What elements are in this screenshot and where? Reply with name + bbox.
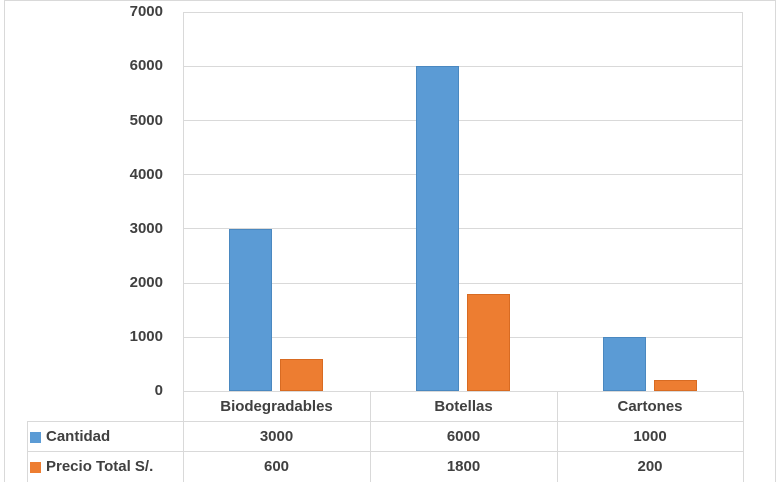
legend-cantidad: Cantidad [30, 428, 110, 446]
legend-swatch-orange [30, 461, 41, 473]
legend-label: Cantidad [46, 428, 111, 445]
table-cell: 200 [637, 458, 663, 475]
table-cell: 1000 [633, 428, 667, 445]
table-cell: 6000 [446, 428, 481, 445]
bar-cantidad-cartones [602, 336, 646, 391]
y-tick-label: 4000 [129, 166, 163, 183]
y-tick-label: 0 [154, 382, 163, 399]
bar-cantidad-biodegradables [229, 228, 273, 391]
category-label: Botellas [434, 398, 493, 415]
category-label: Cartones [617, 398, 683, 415]
table-divider [743, 391, 744, 482]
table-divider [370, 391, 371, 482]
bar-precio-total-s-cartones [653, 380, 697, 391]
bar-cantidad-botellas [416, 66, 459, 391]
gridline [183, 120, 743, 121]
y-tick-label: 3000 [129, 220, 163, 237]
table-cell: 3000 [259, 428, 294, 445]
table-cell: 1800 [446, 458, 481, 475]
gridline [183, 174, 743, 175]
legend-label: Precio Total S/. [46, 458, 154, 475]
chart-frame [4, 0, 776, 482]
legend-precio-total: Precio Total S/. [30, 458, 153, 476]
category-label: Biodegradables [220, 398, 333, 415]
legend-swatch-blue [30, 431, 41, 443]
y-tick-label: 6000 [129, 57, 163, 74]
gridline [183, 283, 743, 284]
bar-precio-total-s-botellas [467, 293, 510, 391]
gridline [183, 228, 743, 229]
y-tick-label: 2000 [129, 274, 163, 291]
table-divider [183, 391, 184, 482]
y-tick-label: 1000 [129, 328, 163, 345]
table-divider [557, 391, 558, 482]
y-tick-label: 7000 [129, 3, 163, 20]
y-tick-label: 5000 [129, 112, 163, 129]
gridline [183, 66, 743, 67]
x-axis-line [183, 391, 743, 392]
table-divider [27, 451, 743, 452]
table-cell: 600 [263, 458, 290, 475]
table-divider [27, 421, 743, 422]
bar-precio-total-s-biodegradables [280, 358, 324, 391]
gridline [183, 337, 743, 338]
plot-area [183, 12, 743, 391]
